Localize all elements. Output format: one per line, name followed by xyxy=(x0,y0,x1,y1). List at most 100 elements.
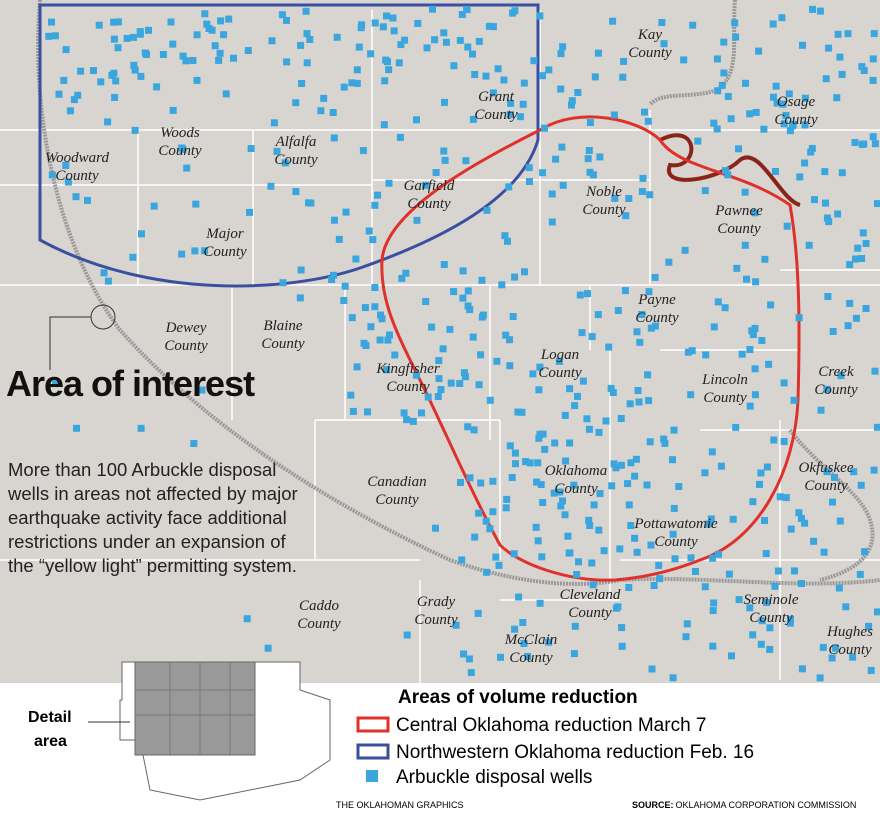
well xyxy=(816,7,824,15)
well xyxy=(471,71,479,78)
well xyxy=(130,61,138,69)
well xyxy=(774,567,782,575)
well xyxy=(423,44,431,52)
well xyxy=(829,498,836,506)
inset-label: area xyxy=(34,733,67,750)
well xyxy=(617,415,625,422)
well xyxy=(590,501,598,509)
county-label: County xyxy=(774,112,818,128)
well xyxy=(670,504,678,512)
county-label: McClain xyxy=(504,632,558,648)
well xyxy=(756,480,763,488)
well xyxy=(648,665,656,673)
well xyxy=(771,582,779,590)
well xyxy=(536,363,544,371)
county-label: Kingfisher xyxy=(375,361,440,377)
well xyxy=(534,537,542,545)
well xyxy=(459,294,467,302)
well xyxy=(281,159,289,167)
well xyxy=(869,55,877,63)
well xyxy=(607,384,615,392)
well xyxy=(429,5,436,13)
well xyxy=(512,460,519,468)
well xyxy=(724,93,732,100)
well xyxy=(833,94,841,102)
well xyxy=(230,54,237,62)
well xyxy=(145,26,152,34)
well xyxy=(514,408,522,416)
well xyxy=(809,5,816,13)
county-label: County xyxy=(375,492,419,508)
well xyxy=(619,73,627,81)
well xyxy=(391,351,399,359)
well xyxy=(757,469,765,477)
well xyxy=(348,314,356,322)
well xyxy=(770,436,778,444)
well xyxy=(348,79,356,87)
well xyxy=(644,371,652,379)
well xyxy=(825,218,833,226)
well xyxy=(506,336,513,344)
well xyxy=(382,56,390,64)
well xyxy=(798,665,806,673)
well xyxy=(828,654,836,662)
well xyxy=(466,474,474,482)
well xyxy=(530,57,538,65)
well xyxy=(457,479,464,486)
well xyxy=(489,89,497,97)
well xyxy=(440,261,448,268)
well xyxy=(860,140,868,148)
source-label: SOURCE: xyxy=(632,800,674,810)
well xyxy=(193,76,201,84)
well xyxy=(783,222,791,230)
well xyxy=(267,182,275,190)
well xyxy=(414,19,422,27)
county-label: County xyxy=(635,310,679,326)
well xyxy=(634,387,642,394)
well xyxy=(708,448,716,456)
well xyxy=(264,644,272,652)
well xyxy=(331,216,338,224)
well xyxy=(758,337,766,344)
well xyxy=(381,77,389,85)
well xyxy=(104,277,112,285)
well xyxy=(557,50,565,58)
well xyxy=(159,51,167,58)
well xyxy=(352,255,360,263)
well xyxy=(566,385,574,393)
well xyxy=(838,70,846,78)
well xyxy=(529,370,537,378)
county-label: Cleveland xyxy=(560,587,621,603)
well xyxy=(778,14,786,22)
well xyxy=(675,483,683,490)
well xyxy=(836,53,844,61)
well xyxy=(624,480,632,488)
well xyxy=(361,304,369,312)
well xyxy=(131,66,139,74)
well xyxy=(104,118,112,126)
well xyxy=(714,298,722,306)
well xyxy=(715,550,722,558)
well xyxy=(669,674,677,682)
well xyxy=(584,155,592,163)
well xyxy=(620,57,628,65)
well xyxy=(669,456,676,464)
well xyxy=(594,49,602,57)
well xyxy=(525,164,533,172)
well xyxy=(823,385,831,393)
well xyxy=(647,324,655,332)
well xyxy=(714,87,722,95)
well xyxy=(97,78,105,86)
well xyxy=(702,351,710,359)
river xyxy=(659,133,801,207)
well xyxy=(503,495,511,503)
well xyxy=(791,567,798,575)
county-label: County xyxy=(55,168,99,184)
well xyxy=(588,559,596,567)
well xyxy=(378,315,386,323)
well xyxy=(459,267,467,275)
well xyxy=(123,34,131,42)
well xyxy=(474,609,482,617)
well xyxy=(538,553,546,561)
well xyxy=(761,517,768,524)
